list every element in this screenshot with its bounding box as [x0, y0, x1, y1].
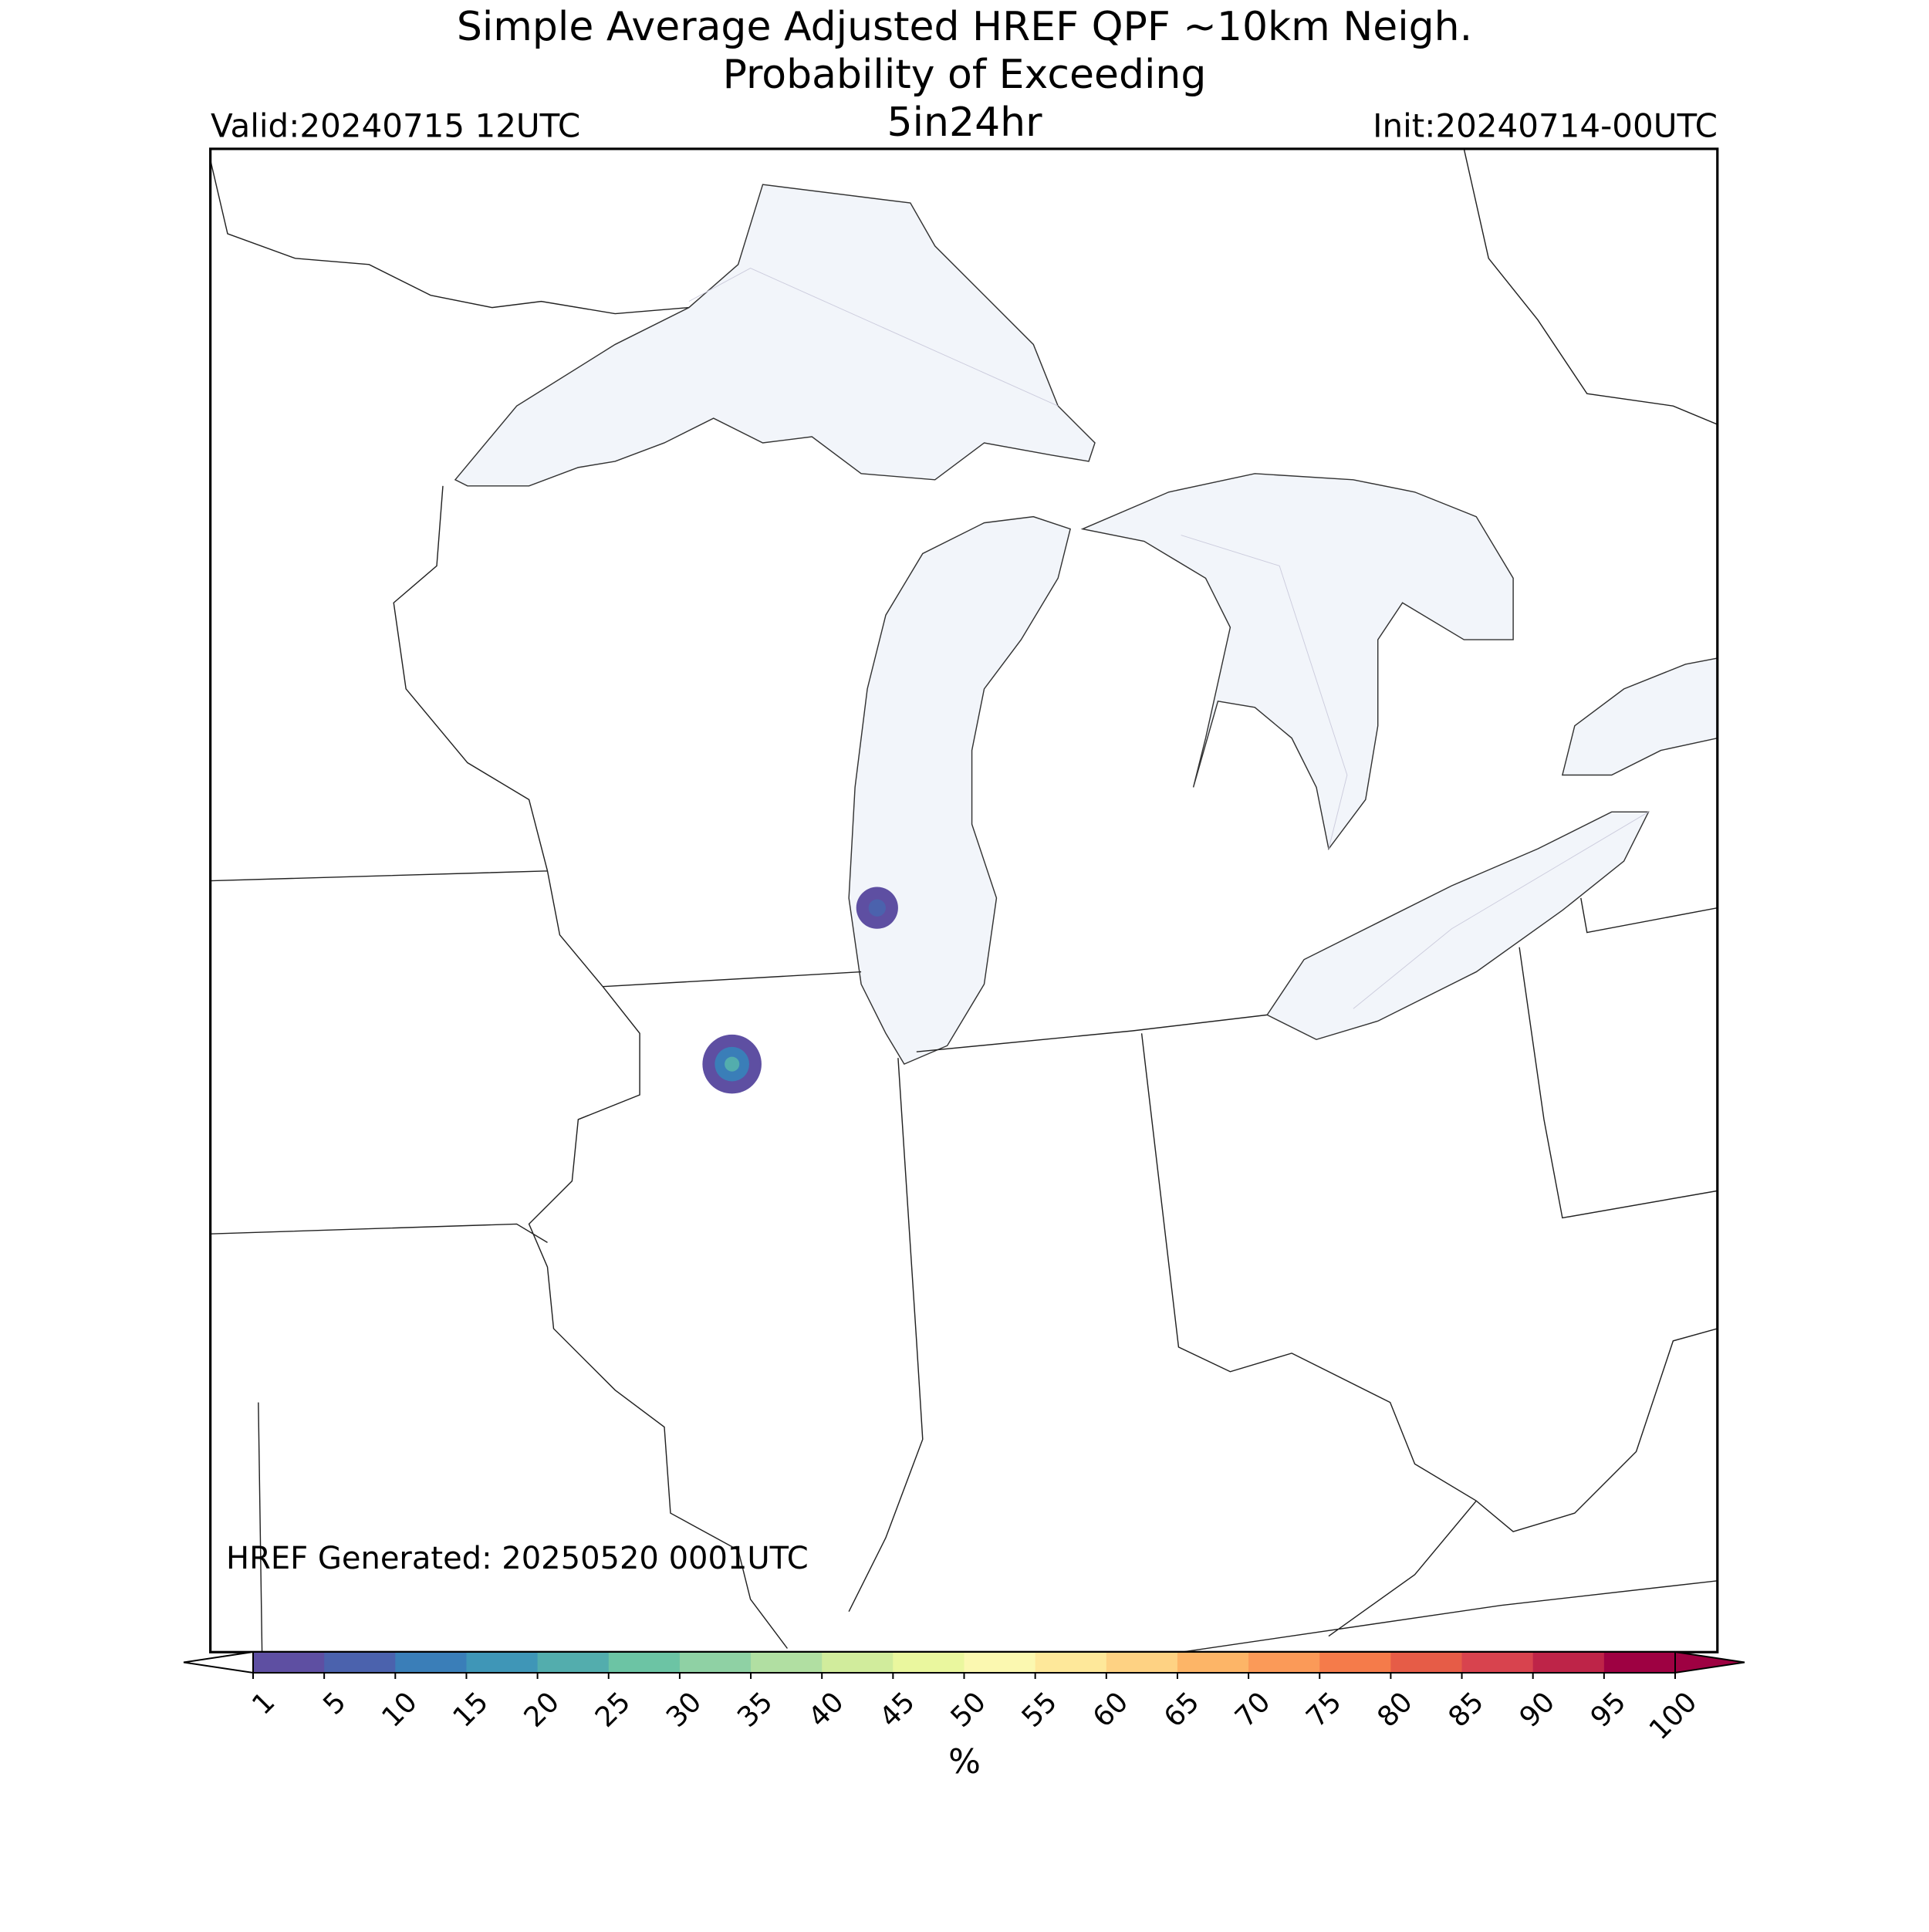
- title: Simple Average Adjusted HREF QPF ~10km N…: [457, 4, 1472, 50]
- colorbar-segment: [1106, 1652, 1178, 1673]
- map: [209, 147, 1719, 1653]
- colorbar-segment: [822, 1652, 894, 1673]
- lake-huron: [1080, 473, 1514, 850]
- colorbar-segment: [608, 1652, 681, 1673]
- colorbar-segment: [893, 1652, 964, 1673]
- subtitle: Probability of Exceeding: [723, 52, 1207, 98]
- precip-spot: [856, 887, 898, 929]
- canada-border: [1463, 148, 1718, 425]
- colorbar-segment: [1390, 1652, 1463, 1673]
- lake-michigan: [848, 515, 1071, 1066]
- threshold: 5in24hr: [887, 100, 1043, 146]
- colorbar-segment: [1177, 1652, 1249, 1673]
- generated-note: HREF Generated: 20250520 0001UTC: [226, 1541, 809, 1576]
- colorbar-segment: [1319, 1652, 1391, 1673]
- colorbar-segment: [1603, 1652, 1676, 1673]
- colorbar-segment: [1461, 1652, 1534, 1673]
- colorbar-segment: [964, 1652, 1036, 1673]
- valid-time: Valid:20240715 12UTC: [211, 107, 580, 145]
- water-boundary: [688, 268, 1649, 1009]
- lake-superior: [454, 184, 1096, 487]
- init-time: Init:20240714-00UTC: [1373, 107, 1718, 145]
- colorbar-segment: [679, 1652, 752, 1673]
- colorbar-segment: [466, 1652, 539, 1673]
- colorbar-segment: [1248, 1652, 1320, 1673]
- coastline: [210, 160, 689, 315]
- state-borders: [210, 485, 1718, 1653]
- lake-ontario: [1561, 657, 1718, 776]
- colorbar-segment: [324, 1652, 396, 1673]
- colorbar-segment: [537, 1652, 610, 1673]
- colorbar-segment: [1532, 1652, 1605, 1673]
- colorbar-label: %: [948, 1742, 981, 1782]
- colorbar-segment: [1035, 1652, 1107, 1673]
- colorbar-segment: [395, 1652, 467, 1673]
- colorbar-segment: [253, 1652, 325, 1673]
- colorbar-segment: [751, 1652, 823, 1673]
- precip-spot: [702, 1034, 762, 1094]
